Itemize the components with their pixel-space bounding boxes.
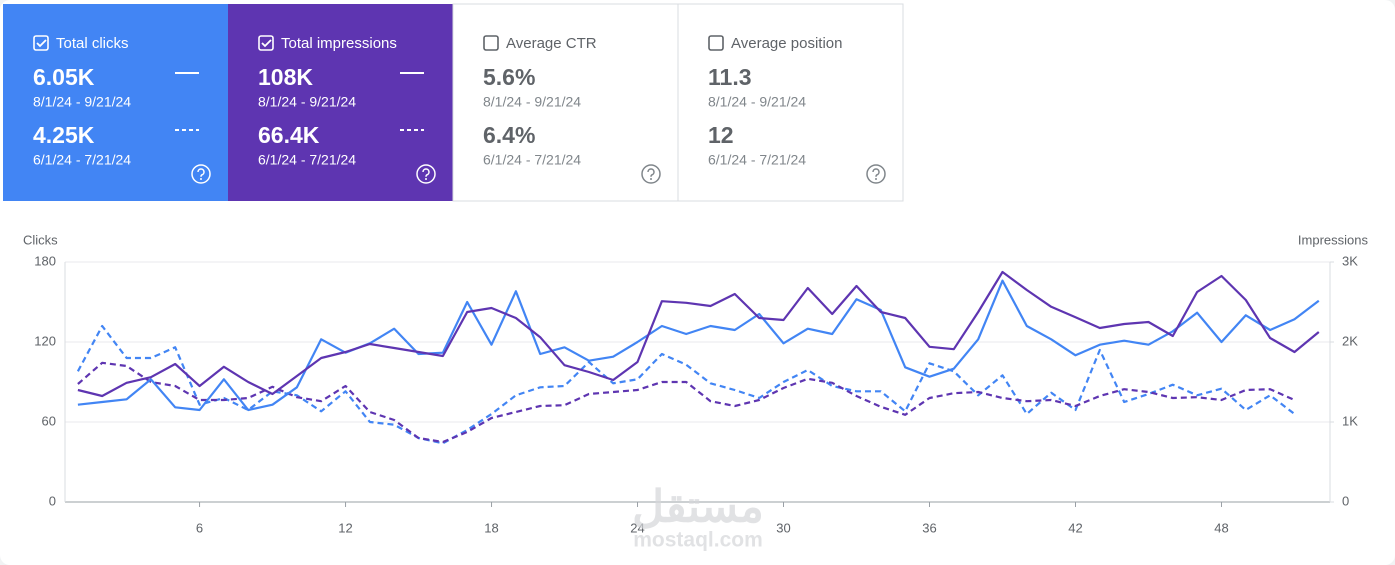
help-icon-dot (875, 178, 877, 180)
help-icon-mark (872, 168, 880, 177)
card-title: Average position (731, 35, 842, 52)
y-tick-label: 180 (34, 253, 56, 268)
watermark: mostaql.com (633, 529, 763, 552)
metric-card[interactable] (3, 4, 228, 201)
y2-axis-title: Impressions (1298, 232, 1369, 247)
previous-value: 66.4K (258, 122, 320, 148)
help-icon-mark (422, 168, 430, 177)
help-icon[interactable] (191, 164, 211, 184)
checkbox[interactable] (33, 35, 49, 51)
help-icon-mark (647, 168, 655, 177)
x-tick-label: 36 (922, 520, 936, 535)
watermark: مستقل (632, 483, 764, 532)
y2-tick-label: 2K (1342, 333, 1358, 348)
card-title: Total clicks (56, 35, 129, 52)
previous-value: 4.25K (33, 122, 95, 148)
x-tick-label: 30 (776, 520, 790, 535)
metric-card[interactable] (677, 3, 904, 202)
current-range: 8/1/24 - 9/21/24 (258, 94, 356, 110)
help-icon-dot (425, 178, 427, 180)
previous-range: 6/1/24 - 7/21/24 (258, 152, 356, 168)
current-range: 8/1/24 - 9/21/24 (483, 94, 581, 110)
y-tick-label: 0 (49, 493, 56, 508)
y-axis-title: Clicks (23, 232, 58, 247)
x-tick-label: 24 (630, 520, 644, 535)
card-title: Total impressions (281, 35, 397, 52)
current-range: 8/1/24 - 9/21/24 (33, 94, 131, 110)
checkbox-check (36, 39, 47, 48)
y2-tick-label: 1K (1342, 413, 1358, 428)
y-tick-label: 60 (42, 413, 56, 428)
previous-range: 6/1/24 - 7/21/24 (33, 152, 131, 168)
previous-value: 6.4% (483, 122, 535, 148)
current-value: 11.3 (708, 64, 752, 90)
series-line (77, 270, 1320, 398)
y2-tick-label: 0 (1342, 493, 1349, 508)
series-line (77, 361, 1295, 444)
help-icon[interactable] (641, 164, 661, 184)
card-title: Average CTR (506, 35, 597, 52)
help-icon-dot (650, 178, 652, 180)
x-tick-label: 6 (196, 520, 203, 535)
current-value: 6.05K (33, 64, 95, 90)
series-line (76, 324, 1296, 445)
help-icon-mark (197, 168, 205, 177)
metric-card[interactable] (228, 4, 453, 201)
x-tick-label: 18 (484, 520, 498, 535)
series-line (77, 279, 1320, 412)
y2-tick-label: 3K (1342, 253, 1358, 268)
previous-range: 6/1/24 - 7/21/24 (483, 152, 581, 168)
current-range: 8/1/24 - 9/21/24 (708, 94, 806, 110)
checkbox[interactable] (483, 35, 499, 51)
help-icon-dot (200, 178, 202, 180)
checkbox-check (261, 39, 272, 48)
y-tick-label: 120 (34, 333, 56, 348)
checkbox[interactable] (258, 35, 274, 51)
help-icon[interactable] (416, 164, 436, 184)
current-value: 108K (258, 64, 313, 90)
metric-card[interactable] (452, 3, 679, 202)
x-tick-label: 12 (338, 520, 352, 535)
previous-value: 12 (708, 122, 734, 148)
checkbox[interactable] (708, 35, 724, 51)
current-value: 5.6% (483, 64, 535, 90)
previous-range: 6/1/24 - 7/21/24 (708, 152, 806, 168)
help-icon[interactable] (866, 164, 886, 184)
x-tick-label: 42 (1068, 520, 1082, 535)
x-tick-label: 48 (1214, 520, 1228, 535)
